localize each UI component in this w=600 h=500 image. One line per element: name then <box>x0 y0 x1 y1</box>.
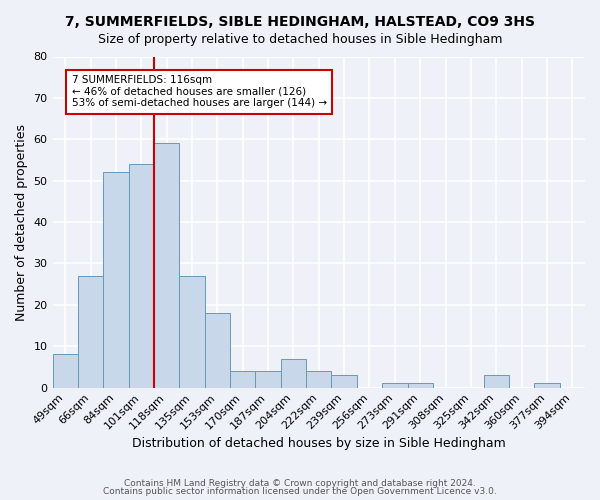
Text: Size of property relative to detached houses in Sible Hedingham: Size of property relative to detached ho… <box>98 32 502 46</box>
Bar <box>306 371 331 388</box>
Text: Contains public sector information licensed under the Open Government Licence v3: Contains public sector information licen… <box>103 487 497 496</box>
Y-axis label: Number of detached properties: Number of detached properties <box>15 124 28 320</box>
Bar <box>179 276 205 388</box>
Bar <box>407 384 433 388</box>
Bar <box>484 375 509 388</box>
Bar <box>281 358 306 388</box>
Bar <box>331 375 357 388</box>
Bar <box>78 276 103 388</box>
Bar <box>230 371 256 388</box>
Text: Contains HM Land Registry data © Crown copyright and database right 2024.: Contains HM Land Registry data © Crown c… <box>124 478 476 488</box>
Bar <box>534 384 560 388</box>
Bar <box>154 144 179 388</box>
Text: 7, SUMMERFIELDS, SIBLE HEDINGHAM, HALSTEAD, CO9 3HS: 7, SUMMERFIELDS, SIBLE HEDINGHAM, HALSTE… <box>65 15 535 29</box>
Bar <box>103 172 128 388</box>
Bar <box>256 371 281 388</box>
Bar <box>382 384 407 388</box>
X-axis label: Distribution of detached houses by size in Sible Hedingham: Distribution of detached houses by size … <box>132 437 506 450</box>
Bar <box>205 313 230 388</box>
Bar <box>53 354 78 388</box>
Text: 7 SUMMERFIELDS: 116sqm
← 46% of detached houses are smaller (126)
53% of semi-de: 7 SUMMERFIELDS: 116sqm ← 46% of detached… <box>71 75 326 108</box>
Bar <box>128 164 154 388</box>
